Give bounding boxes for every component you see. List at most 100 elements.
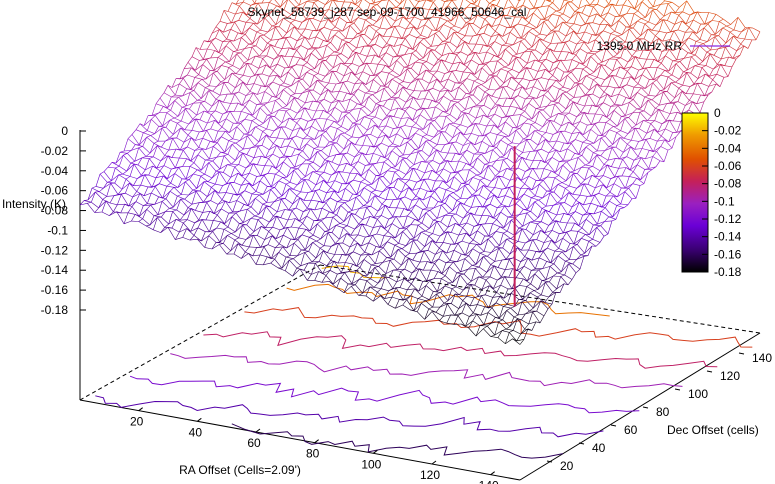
mesh-segment bbox=[404, 268, 413, 274]
mesh-segment bbox=[296, 45, 301, 51]
mesh-segment bbox=[315, 48, 323, 59]
mesh-segment bbox=[648, 166, 657, 169]
mesh-segment bbox=[285, 117, 290, 128]
mesh-segment bbox=[520, 40, 529, 50]
mesh-segment bbox=[336, 287, 345, 294]
mesh-segment bbox=[407, 204, 416, 211]
mesh-segment bbox=[282, 107, 291, 110]
mesh-segment bbox=[474, 284, 483, 290]
mesh-segment bbox=[223, 243, 231, 252]
mesh-segment bbox=[109, 202, 118, 206]
mesh-segment bbox=[353, 33, 358, 39]
mesh-segment bbox=[235, 73, 244, 76]
mesh-segment bbox=[402, 304, 411, 311]
mesh-segment bbox=[167, 155, 176, 168]
mesh-segment bbox=[701, 83, 709, 87]
mesh-segment bbox=[328, 9, 337, 13]
mesh-segment bbox=[425, 212, 434, 221]
mesh-segment bbox=[286, 26, 295, 34]
mesh-segment bbox=[221, 131, 226, 137]
mesh-segment bbox=[294, 7, 299, 21]
mesh-segment bbox=[163, 92, 172, 98]
mesh-segment bbox=[606, 110, 615, 118]
mesh-segment bbox=[425, 300, 433, 308]
mesh-segment bbox=[288, 207, 297, 211]
mesh-segment bbox=[373, 79, 381, 87]
mesh-segment bbox=[197, 79, 203, 83]
mesh-segment bbox=[202, 130, 207, 139]
mesh-segment bbox=[451, 232, 459, 236]
mesh-segment bbox=[189, 108, 197, 116]
mesh-segment bbox=[130, 161, 135, 164]
mesh-segment bbox=[238, 152, 243, 165]
mesh-segment bbox=[297, 36, 305, 42]
mesh-segment bbox=[248, 113, 257, 119]
mesh-segment bbox=[650, 50, 659, 62]
mesh-segment bbox=[458, 86, 467, 94]
mesh-segment bbox=[304, 107, 313, 121]
mesh-segment bbox=[218, 113, 223, 124]
mesh-segment bbox=[469, 96, 477, 106]
mesh-segment bbox=[491, 248, 499, 253]
mesh-segment bbox=[272, 75, 277, 83]
mesh-segment bbox=[269, 136, 278, 139]
mesh-segment bbox=[658, 109, 667, 121]
mesh-segment bbox=[219, 10, 225, 22]
mesh-segment bbox=[626, 156, 635, 161]
mesh-segment bbox=[183, 134, 189, 143]
mesh-segment bbox=[258, 134, 267, 143]
mesh-segment bbox=[492, 76, 501, 88]
mesh-segment bbox=[302, 72, 307, 80]
mesh-segment bbox=[372, 164, 381, 176]
mesh-segment bbox=[395, 10, 400, 22]
mesh-segment bbox=[503, 6, 512, 10]
mesh-segment bbox=[379, 241, 388, 248]
mesh-segment bbox=[371, 44, 376, 47]
mesh-segment bbox=[165, 137, 170, 142]
mesh-segment bbox=[531, 124, 539, 132]
mesh-segment bbox=[673, 120, 681, 122]
mesh-segment bbox=[207, 110, 216, 113]
mesh-segment bbox=[419, 268, 427, 281]
mesh-segment bbox=[296, 118, 301, 124]
mesh-segment bbox=[245, 99, 250, 107]
mesh-segment bbox=[539, 176, 548, 181]
mesh-segment bbox=[588, 240, 597, 247]
mesh-segment bbox=[499, 296, 508, 305]
mesh-segment bbox=[243, 0, 245, 3]
mesh-segment bbox=[479, 194, 487, 200]
mesh-segment bbox=[329, 197, 338, 202]
mesh-segment bbox=[641, 18, 649, 23]
mesh-segment bbox=[525, 300, 534, 309]
mesh-segment bbox=[421, 231, 429, 237]
mesh-segment bbox=[573, 173, 581, 185]
mesh-segment bbox=[263, 173, 269, 176]
mesh-segment bbox=[589, 143, 598, 152]
mesh-segment bbox=[427, 250, 436, 255]
mesh-segment bbox=[570, 11, 579, 19]
mesh-segment bbox=[160, 155, 169, 162]
mesh-segment bbox=[240, 190, 245, 195]
mesh-segment bbox=[213, 204, 219, 214]
mesh-segment bbox=[605, 122, 614, 127]
mesh-segment bbox=[367, 195, 375, 204]
mesh-segment bbox=[596, 83, 605, 93]
mesh-segment bbox=[655, 19, 664, 26]
mesh-segment bbox=[669, 39, 678, 43]
mesh-segment bbox=[328, 0, 333, 10]
mesh-segment bbox=[377, 134, 386, 139]
mesh-segment bbox=[193, 90, 202, 99]
mesh-segment bbox=[305, 90, 310, 103]
mesh-segment bbox=[536, 94, 545, 99]
mesh-segment bbox=[257, 219, 266, 228]
mesh-segment bbox=[241, 167, 247, 176]
mesh-segment bbox=[281, 199, 289, 211]
mesh-segment bbox=[161, 216, 169, 225]
mesh-segment bbox=[179, 222, 184, 233]
mesh-segment bbox=[401, 117, 409, 119]
mesh-segment bbox=[645, 67, 654, 80]
mesh-segment bbox=[495, 159, 504, 161]
mesh-segment bbox=[255, 198, 263, 205]
mesh-segment bbox=[356, 116, 365, 122]
mesh-segment bbox=[340, 62, 345, 64]
